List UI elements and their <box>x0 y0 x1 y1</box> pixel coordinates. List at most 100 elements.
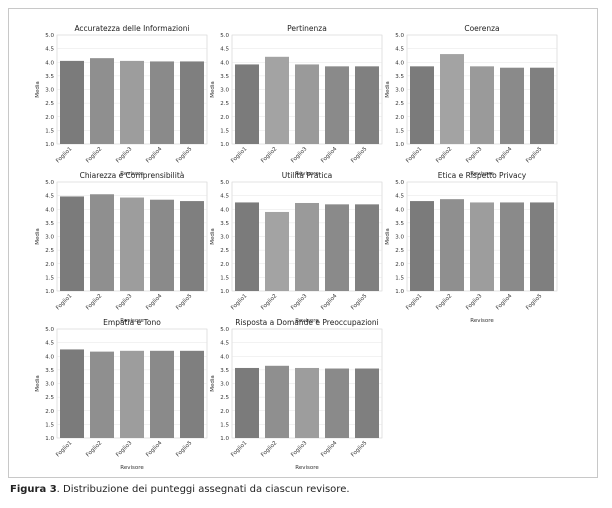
chart-6-etica-e-rispetto-privacy: Etica e Rispetto Privacy 1.0 1.5 2.0 2.5 3.0 3… <box>385 171 558 324</box>
caption-label: Figura 3 <box>10 484 57 495</box>
chart-6-etica-e-rispetto-privacy-xtick-foglio3: Foglio3 <box>465 293 484 312</box>
chart-7-empatia-e-tono-bar-foglio3 <box>120 350 144 438</box>
chart-5-utilita-pratica-ytick-1: 1.5 <box>220 275 229 281</box>
chart-8-risposta-a-domande-e-preoccupazioni-ytick-4: 3.0 <box>220 382 229 388</box>
chart-6-etica-e-rispetto-privacy-ytick-0: 1.0 <box>395 289 404 295</box>
chart-4-chiarezza-e-comprensibilita-xtick-foglio5: Foglio5 <box>175 293 194 312</box>
chart-4-chiarezza-e-comprensibilita-xtick-foglio1: Foglio1 <box>55 293 73 311</box>
chart-1-accuratezza-delle-informazioni-xtick-foglio4: Foglio4 <box>145 146 164 165</box>
chart-4-chiarezza-e-comprensibilita-ytick-6: 4.0 <box>45 207 54 213</box>
chart-3-coerenza-bar-foglio4 <box>500 67 524 144</box>
chart-1-accuratezza-delle-informazioni-ytick-5: 3.5 <box>45 74 54 80</box>
chart-6-etica-e-rispetto-privacy-xtick-foglio2: Foglio2 <box>435 293 453 311</box>
chart-4-chiarezza-e-comprensibilita-ylabel: Media <box>35 228 41 245</box>
chart-5-utilita-pratica-ytick-4: 3.0 <box>220 235 229 241</box>
chart-8-risposta-a-domande-e-preoccupazioni-xtick-foglio2: Foglio2 <box>260 440 278 458</box>
chart-3-coerenza-xtick-foglio3: Foglio3 <box>465 146 484 165</box>
chart-5-utilita-pratica-xtick-foglio3: Foglio3 <box>290 293 309 312</box>
chart-3-coerenza-title: Coerenza <box>464 24 499 33</box>
chart-5-utilita-pratica-xtick-foglio1: Foglio1 <box>230 293 248 311</box>
chart-1-accuratezza-delle-informazioni-ytick-2: 2.0 <box>45 115 54 121</box>
chart-1-accuratezza-delle-informazioni-bar-foglio4 <box>150 61 174 145</box>
chart-7-empatia-e-tono-ytick-7: 4.5 <box>45 341 54 347</box>
chart-1-accuratezza-delle-informazioni-xtick-foglio5: Foglio5 <box>175 146 194 165</box>
chart-3-coerenza-xtick-foglio4: Foglio4 <box>495 146 514 165</box>
chart-4-chiarezza-e-comprensibilita-xtick-foglio4: Foglio4 <box>145 293 164 312</box>
chart-2-pertinenza-xtick-foglio2: Foglio2 <box>260 146 278 164</box>
chart-2-pertinenza-ytick-8: 5.0 <box>220 33 229 39</box>
chart-2-pertinenza-bar-foglio5 <box>355 66 379 144</box>
chart-3-coerenza-bar-foglio1 <box>410 66 434 144</box>
chart-6-etica-e-rispetto-privacy-bar-foglio3 <box>470 202 494 291</box>
chart-1-accuratezza-delle-informazioni-bar-foglio1 <box>60 60 84 145</box>
chart-2-pertinenza-xlabel: Revisore <box>295 171 319 177</box>
chart-6-etica-e-rispetto-privacy-xlabel: Revisore <box>470 318 494 324</box>
chart-8-risposta-a-domande-e-preoccupazioni-ytick-5: 3.5 <box>220 368 229 374</box>
chart-7-empatia-e-tono-title: Empatia e Tono <box>103 318 161 327</box>
chart-7-empatia-e-tono-bar-foglio4 <box>150 350 174 438</box>
chart-2-pertinenza-ytick-3: 2.5 <box>220 101 229 107</box>
chart-4-chiarezza-e-comprensibilita-title: Chiarezza e Comprensibilità <box>80 171 185 180</box>
chart-3-coerenza-xtick-foglio2: Foglio2 <box>435 146 453 164</box>
chart-7-empatia-e-tono-ytick-1: 1.5 <box>45 422 54 428</box>
chart-4-chiarezza-e-comprensibilita-xtick-foglio2: Foglio2 <box>85 293 103 311</box>
chart-7-empatia-e-tono-xtick-foglio3: Foglio3 <box>115 440 134 459</box>
chart-2-pertinenza-ytick-2: 2.0 <box>220 115 229 121</box>
chart-2-pertinenza-xtick-foglio1: Foglio1 <box>230 146 248 164</box>
chart-2-pertinenza-bar-foglio3 <box>295 64 319 144</box>
chart-7-empatia-e-tono-xtick-foglio5: Foglio5 <box>175 440 194 459</box>
chart-3-coerenza-ytick-7: 4.5 <box>395 47 404 53</box>
chart-3-coerenza-bar-foglio5 <box>530 67 554 144</box>
chart-7-empatia-e-tono-ytick-5: 3.5 <box>45 368 54 374</box>
chart-8-risposta-a-domande-e-preoccupazioni-bar-foglio2 <box>265 365 289 438</box>
chart-5-utilita-pratica-ylabel: Media <box>210 228 216 245</box>
chart-1-accuratezza-delle-informazioni: Accuratezza delle Informazioni 1.0 1.5 2.0 2… <box>35 24 208 177</box>
chart-5-utilita-pratica-ytick-6: 4.0 <box>220 207 229 213</box>
chart-7-empatia-e-tono-ytick-6: 4.0 <box>45 354 54 360</box>
chart-8-risposta-a-domande-e-preoccupazioni-bar-foglio4 <box>325 368 349 438</box>
chart-2-pertinenza-bar-foglio4 <box>325 66 349 144</box>
chart-1-accuratezza-delle-informazioni-xtick-foglio2: Foglio2 <box>85 146 103 164</box>
chart-4-chiarezza-e-comprensibilita-bar-foglio4 <box>150 199 174 291</box>
chart-8-risposta-a-domande-e-preoccupazioni-bar-foglio1 <box>235 367 259 438</box>
chart-1-accuratezza-delle-informazioni-bar-foglio5 <box>180 61 204 145</box>
chart-6-etica-e-rispetto-privacy-bar-foglio1 <box>410 201 434 291</box>
chart-8-risposta-a-domande-e-preoccupazioni-xtick-foglio3: Foglio3 <box>290 440 309 459</box>
chart-1-accuratezza-delle-informazioni-xtick-foglio1: Foglio1 <box>55 146 73 164</box>
chart-6-etica-e-rispetto-privacy-xtick-foglio1: Foglio1 <box>405 293 423 311</box>
chart-1-accuratezza-delle-informazioni-ytick-8: 5.0 <box>45 33 54 39</box>
chart-8-risposta-a-domande-e-preoccupazioni-ytick-2: 2.0 <box>220 409 229 415</box>
chart-2-pertinenza-xtick-foglio4: Foglio4 <box>320 146 339 165</box>
chart-8-risposta-a-domande-e-preoccupazioni-ylabel: Media <box>210 375 216 392</box>
chart-5-utilita-pratica-bar-foglio5 <box>355 204 379 291</box>
chart-3-coerenza-xlabel: Revisore <box>470 171 494 177</box>
chart-7-empatia-e-tono-bar-foglio1 <box>60 349 84 438</box>
chart-8-risposta-a-domande-e-preoccupazioni-xtick-foglio1: Foglio1 <box>230 440 248 458</box>
chart-2-pertinenza-xtick-foglio5: Foglio5 <box>350 146 369 165</box>
chart-5-utilita-pratica-xlabel: Revisore <box>295 318 319 324</box>
chart-8-risposta-a-domande-e-preoccupazioni-title: Risposta a Domande e Preoccupazioni <box>235 318 378 327</box>
chart-7-empatia-e-tono-ytick-2: 2.0 <box>45 409 54 415</box>
chart-4-chiarezza-e-comprensibilita-ytick-7: 4.5 <box>45 194 54 200</box>
chart-3-coerenza-ytick-3: 2.5 <box>395 101 404 107</box>
chart-8-risposta-a-domande-e-preoccupazioni-xlabel: Revisore <box>295 465 319 471</box>
chart-7-empatia-e-tono-ytick-3: 2.5 <box>45 395 54 401</box>
chart-5-utilita-pratica-bar-foglio4 <box>325 204 349 291</box>
chart-5-utilita-pratica-bar-foglio1 <box>235 202 259 291</box>
chart-2-pertinenza-ytick-0: 1.0 <box>220 142 229 148</box>
chart-1-accuratezza-delle-informazioni-bar-foglio3 <box>120 60 144 145</box>
chart-5-utilita-pratica-ytick-5: 3.5 <box>220 221 229 227</box>
chart-2-pertinenza-ytick-5: 3.5 <box>220 74 229 80</box>
chart-8-risposta-a-domande-e-preoccupazioni-bar-foglio5 <box>355 368 379 438</box>
chart-6-etica-e-rispetto-privacy-title: Etica e Rispetto Privacy <box>438 171 527 180</box>
chart-3-coerenza-ytick-4: 3.0 <box>395 88 404 94</box>
chart-8-risposta-a-domande-e-preoccupazioni-xtick-foglio4: Foglio4 <box>320 440 339 459</box>
chart-7-empatia-e-tono-xtick-foglio4: Foglio4 <box>145 440 164 459</box>
chart-4-chiarezza-e-comprensibilita-ytick-0: 1.0 <box>45 289 54 295</box>
chart-5-utilita-pratica-ytick-0: 1.0 <box>220 289 229 295</box>
chart-6-etica-e-rispetto-privacy-ytick-2: 2.0 <box>395 262 404 268</box>
chart-2-pertinenza-ytick-1: 1.5 <box>220 128 229 134</box>
chart-7-empatia-e-tono-xtick-foglio2: Foglio2 <box>85 440 103 458</box>
chart-5-utilita-pratica-xtick-foglio4: Foglio4 <box>320 293 339 312</box>
chart-6-etica-e-rispetto-privacy-ytick-5: 3.5 <box>395 221 404 227</box>
